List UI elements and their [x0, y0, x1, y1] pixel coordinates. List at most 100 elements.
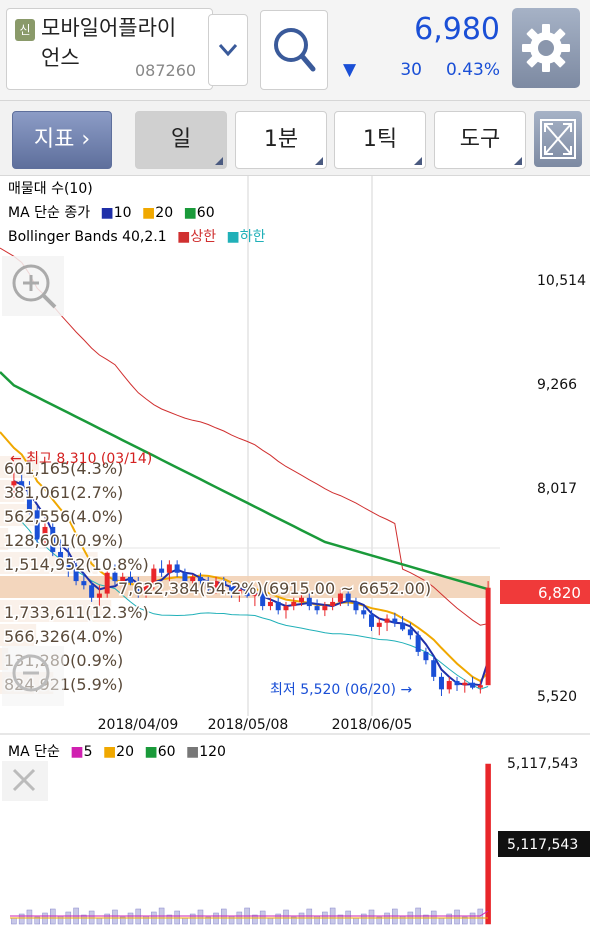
- volume-bar-3: [34, 916, 40, 925]
- legend-vol20: 20: [116, 744, 134, 760]
- dropdown-corner-icon: [215, 157, 223, 165]
- candle-body-59: [470, 682, 476, 688]
- candle-body-17: [143, 585, 149, 594]
- volume-profile-band-3: [0, 528, 9, 550]
- candle-body-52: [415, 635, 421, 652]
- candle-body-30: [244, 589, 250, 597]
- volume-profile-label-1: 381,061(2.7%): [4, 483, 123, 502]
- candle-body-42: [337, 593, 343, 602]
- legend-ma60: 60: [197, 205, 215, 221]
- volume-bar-1: [18, 913, 25, 925]
- volume-bar-53: [423, 914, 429, 925]
- down-arrow-icon: ▼: [343, 60, 357, 80]
- zoom-out-button[interactable]: [2, 646, 64, 706]
- price-axis-label-1: 9,266: [537, 377, 577, 393]
- volume-bar-50: [399, 915, 406, 925]
- volume-bar-61: [485, 763, 491, 925]
- price-axis-label-4: 5,520: [537, 689, 577, 705]
- volume-bar-28: [228, 915, 235, 925]
- volume-bar-24: [197, 909, 204, 925]
- legend-ma: MA 단순 종가 ■10 ■20 ■60: [8, 205, 215, 221]
- indicator-button[interactable]: 지표 ›: [12, 111, 112, 169]
- volume-bar-47: [376, 916, 383, 925]
- period-1tick-label: 1틱: [362, 127, 398, 152]
- current-price: 6,980: [414, 12, 500, 47]
- candle-body-54: [431, 660, 437, 677]
- tools-label: 도구: [459, 127, 501, 152]
- candle-body-50: [400, 622, 406, 630]
- volume-bar-42: [337, 914, 344, 925]
- candle-body-6: [58, 551, 64, 561]
- zoom-in-icon: [12, 264, 57, 309]
- volume-bar-44: [353, 917, 359, 925]
- close-indicator-button[interactable]: [2, 761, 48, 801]
- fullscreen-button[interactable]: [534, 111, 582, 167]
- candle-body-16: [135, 582, 141, 594]
- stock-dropdown-button[interactable]: [208, 14, 248, 86]
- price-axis-label-2: 8,017: [537, 481, 577, 497]
- stock-name: 모바일어플라이 언스: [41, 13, 211, 73]
- candle-body-46: [369, 614, 374, 627]
- period-day-button[interactable]: 일: [135, 111, 227, 169]
- candle-body-48: [384, 618, 390, 623]
- volume-bar-58: [462, 916, 468, 925]
- candle-body-32: [260, 593, 266, 607]
- period-1tick-button[interactable]: 1틱: [334, 111, 426, 169]
- legend-vol60: 60: [158, 744, 176, 760]
- candle-body-2: [26, 487, 32, 511]
- price-chart[interactable]: 601,165(4.3%)381,061(2.7%)562,556(4.0%)1…: [0, 176, 590, 928]
- volume-profile-label-0: 601,165(4.3%): [4, 459, 123, 478]
- candle-body-43: [345, 593, 351, 602]
- candle-body-5: [50, 526, 56, 552]
- volume-bar-12: [104, 913, 110, 925]
- volume-bar-56: [446, 913, 452, 925]
- period-1min-label: 1분: [263, 127, 299, 152]
- volume-bar-46: [368, 909, 375, 925]
- volume-bar-0: [11, 917, 17, 925]
- volume-profile-label-7: 566,326(4.0%): [4, 627, 123, 646]
- volume-bar-25: [205, 916, 211, 925]
- candle-body-8: [73, 568, 79, 582]
- zoom-in-button[interactable]: [2, 256, 64, 316]
- volume-profile-band-0: [0, 456, 39, 478]
- zoom-out-icon: [12, 654, 50, 692]
- candle-body-26: [213, 581, 219, 590]
- legend-ma-title: MA 단순 종가: [8, 205, 90, 221]
- candle-body-29: [236, 589, 242, 594]
- volume-bar-34: [275, 913, 281, 925]
- candle-body-44: [353, 601, 359, 611]
- candle-body-3: [34, 510, 40, 540]
- search-button[interactable]: [260, 10, 328, 90]
- volume-bar-23: [189, 913, 196, 925]
- volume-bar-22: [182, 917, 188, 925]
- period-1min-button[interactable]: 1분: [235, 111, 327, 169]
- candle-body-38: [306, 597, 312, 607]
- volume-profile-labels: 601,165(4.3%) 381,061(2.7%) 562,556(4.0%) 1…: [3, 458, 433, 696]
- legend-bb: Bollinger Bands 40,2.1 ■상한 ■하한: [8, 229, 266, 245]
- candle-body-53: [423, 651, 429, 661]
- volume-bar-57: [454, 909, 460, 925]
- candle-body-58: [462, 682, 468, 686]
- candle-body-41: [330, 601, 336, 607]
- legend-bb-lower: 하한: [240, 229, 266, 245]
- volume-current-marker: [498, 831, 590, 857]
- candle-body-22: [182, 572, 188, 582]
- settings-button[interactable]: [512, 8, 580, 88]
- ma60-line: [0, 371, 489, 591]
- tools-button[interactable]: 도구: [434, 111, 526, 169]
- candle-body-56: [446, 681, 452, 690]
- date-axis-label-2: 2018/06/05: [332, 717, 413, 733]
- new-listing-badge: 신: [15, 19, 35, 41]
- volume-axis-top: 5,117,543: [507, 756, 578, 772]
- volume-bar-14: [119, 916, 126, 925]
- candle-body-60: [477, 685, 483, 688]
- price-change-percent: 0.43%: [445, 60, 500, 80]
- candle-body-15: [128, 576, 133, 583]
- current-price-marker: [500, 580, 590, 604]
- candle-body-14: [120, 576, 126, 582]
- volume-current-label: 5,117,543: [507, 837, 578, 853]
- candle-body-35: [283, 606, 289, 611]
- volume-bar-20: [166, 914, 173, 925]
- stock-selector[interactable]: 신 모바일어플라이 언스 087260: [6, 8, 213, 90]
- gear-icon: [522, 24, 570, 72]
